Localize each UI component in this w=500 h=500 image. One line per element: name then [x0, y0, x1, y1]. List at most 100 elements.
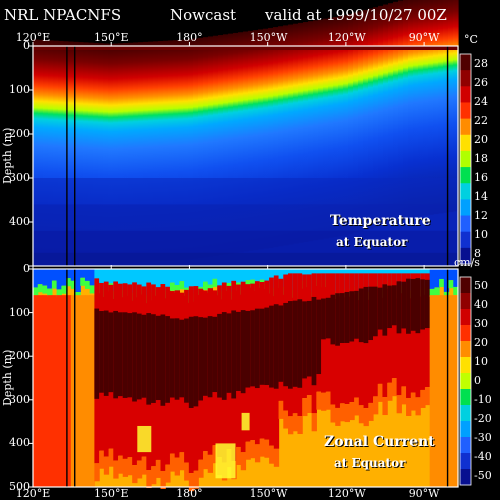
temperature-column	[223, 34, 229, 255]
surface-current-band	[453, 269, 459, 287]
temperature-column	[108, 43, 114, 264]
lower-flank	[184, 462, 190, 481]
lower-flank	[420, 389, 426, 408]
surface-current-band	[179, 269, 185, 282]
y-axis-label: Depth (m)	[1, 349, 14, 406]
temperature-column	[273, 27, 279, 248]
temperature-column	[153, 41, 159, 262]
y-tick-label: 300	[9, 171, 30, 184]
undercurrent-core	[184, 318, 190, 403]
undercurrent-band	[420, 273, 426, 390]
undercurrent-core	[406, 278, 412, 334]
western-current-band	[61, 295, 67, 487]
temperature-column	[348, 13, 354, 234]
undercurrent-core	[316, 299, 322, 375]
undercurrent-core	[420, 279, 426, 330]
undercurrent-core	[288, 301, 294, 389]
x-tick-label: 180°	[176, 31, 203, 44]
surface-current-band	[212, 269, 218, 279]
surface-current-band	[132, 269, 138, 293]
transition-band	[174, 285, 180, 294]
western-current-band	[434, 295, 440, 487]
colorbar-tick-label: 20	[474, 132, 488, 146]
temperature-column	[443, 0, 449, 213]
temperature-column	[58, 40, 64, 261]
western-current-band	[47, 295, 53, 487]
colorbar-swatch	[460, 86, 471, 103]
colorbar-tick-label: -10	[474, 392, 492, 406]
lower-flank	[292, 413, 299, 432]
temperature-column	[293, 23, 299, 244]
western-current-band	[70, 295, 77, 487]
lower-flank	[207, 454, 214, 473]
surface-current-band	[136, 269, 143, 290]
x-tick-label: 150°W	[249, 487, 288, 500]
colorbar-swatch	[460, 325, 471, 342]
y-tick-label: 0	[23, 39, 30, 52]
temperature-column	[333, 16, 339, 237]
western-current-band	[84, 295, 91, 487]
temperature-column	[258, 29, 264, 250]
lower-flank	[358, 405, 365, 424]
undercurrent-core	[368, 286, 374, 341]
deep-current-patch	[137, 425, 152, 453]
x-tick-label: 90°W	[408, 487, 440, 500]
surface-current-band	[226, 269, 232, 284]
surface-current-band	[443, 269, 450, 292]
undercurrent-core	[122, 312, 129, 398]
valid-time: valid at 1999/10/27 00Z	[265, 6, 447, 24]
temperature-column	[208, 36, 214, 257]
lower-flank	[160, 470, 166, 489]
lower-flank	[368, 402, 374, 421]
temperature-column	[183, 39, 189, 260]
undercurrent-core	[198, 317, 204, 401]
x-tick-label: 150°E	[93, 487, 129, 500]
transition-band	[453, 286, 459, 295]
lower-flank	[344, 404, 350, 423]
surface-current-band	[278, 269, 284, 280]
western-current-band	[453, 295, 459, 487]
colorbar-swatch	[460, 150, 471, 168]
y-tick-label: 100	[9, 83, 30, 96]
temperature-column	[378, 5, 384, 226]
colorbar-swatch	[460, 215, 471, 233]
undercurrent-core	[160, 314, 166, 406]
undercurrent-core	[278, 305, 284, 382]
temperature-column	[168, 40, 174, 261]
lower-flank	[273, 448, 280, 467]
surface-current-band	[155, 269, 162, 288]
lower-flank	[264, 439, 270, 458]
undercurrent-core	[391, 285, 398, 326]
lower-flank	[132, 465, 138, 484]
undercurrent-core	[387, 285, 393, 329]
temperature-panel	[32, 0, 459, 267]
temperature-column	[63, 41, 69, 262]
temperature-column	[253, 30, 259, 251]
temperature-column	[403, 0, 409, 220]
colorbar-swatch	[460, 357, 471, 374]
temperature-column	[73, 41, 79, 262]
surface-current-band	[429, 269, 435, 289]
temperature-column	[163, 40, 169, 261]
temperature-column	[383, 4, 389, 225]
y-tick-label: 300	[9, 392, 30, 406]
undercurrent-core	[207, 316, 214, 398]
lower-flank	[316, 391, 322, 410]
temperature-column	[118, 43, 124, 264]
western-current-band	[443, 295, 450, 487]
temperature-column	[103, 43, 109, 264]
lower-flank	[245, 441, 251, 460]
run-type: Nowcast	[170, 6, 237, 24]
undercurrent-band	[401, 273, 407, 387]
panel-sublabel: at Equator	[336, 235, 408, 249]
temperature-column	[418, 0, 424, 217]
undercurrent-core	[118, 312, 124, 397]
lower-flank	[335, 407, 341, 426]
colorbar-tick-label: 50	[474, 279, 488, 293]
model-title: NRL NPACNFS	[4, 6, 122, 24]
y-tick-label: 200	[9, 349, 30, 363]
surface-current-band	[169, 269, 176, 283]
lower-flank	[321, 392, 327, 411]
undercurrent-core	[179, 319, 185, 398]
temperature-column	[343, 15, 349, 236]
